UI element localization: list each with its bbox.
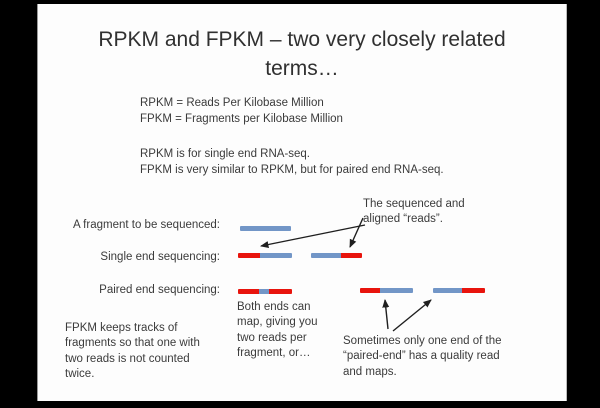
paired-end-read-left-blue-segment [380, 288, 413, 293]
paired-end-fragment [238, 289, 292, 294]
paired-end-fragment-blue-segment [259, 289, 269, 294]
slide: RPKM and FPKM – two very closely related… [37, 4, 567, 401]
paired-end-fragment-red-segment [238, 289, 259, 294]
annotation-one-end-maps: Sometimes only one end of the “paired-en… [343, 335, 502, 378]
single-end-read-2-blue-segment [311, 253, 341, 258]
paired-end-read-right-red-segment [462, 288, 485, 293]
annotation-aligned-reads: The sequenced and aligned “reads”. [363, 198, 465, 226]
row-label-single-end: Single end sequencing: [100, 251, 220, 263]
single-end-read-1-red-segment [238, 253, 260, 258]
slide-title: RPKM and FPKM – two very closely related… [98, 28, 506, 80]
single-end-read-1-blue-segment [260, 253, 292, 258]
definitions-text: RPKM = Reads Per Kilobase Million FPKM =… [140, 97, 343, 125]
fragment-bar [240, 226, 291, 231]
usage-text: RPKM is for single end RNA-seq. FPKM is … [140, 148, 444, 176]
paired-end-read-right [433, 288, 485, 293]
single-end-read-2-red-segment [341, 253, 362, 258]
row-label-fragment: A fragment to be sequenced: [72, 219, 220, 231]
annotation-fpkm-tracks: FPKM keeps tracks of fragments so that o… [65, 322, 200, 380]
paired-end-read-left-red-segment [360, 288, 380, 293]
arrow-to-paired-right [392, 299, 432, 332]
row-label-paired-end: Paired end sequencing: [99, 284, 220, 296]
arrow-to-paired-left [382, 299, 390, 330]
annotation-both-ends: Both ends can map, giving you two reads … [237, 301, 318, 359]
paired-end-read-right-blue-segment [433, 288, 462, 293]
paired-end-fragment-red-segment [269, 289, 292, 294]
fragment-bar-blue-segment [240, 226, 291, 231]
single-end-read-1 [238, 253, 292, 258]
arrow-to-single-read-2 [349, 217, 364, 248]
paired-end-read-left [360, 288, 413, 293]
single-end-read-2 [311, 253, 362, 258]
